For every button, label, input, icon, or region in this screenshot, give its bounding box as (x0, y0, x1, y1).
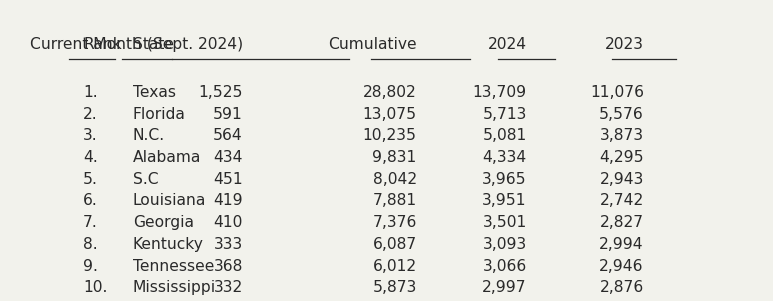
Text: 368: 368 (213, 259, 243, 274)
Text: Current Month (Sept. 2024): Current Month (Sept. 2024) (29, 37, 243, 52)
Text: 2,742: 2,742 (600, 194, 644, 209)
Text: 5,713: 5,713 (482, 107, 526, 122)
Text: 5,873: 5,873 (373, 281, 417, 296)
Text: 3,066: 3,066 (482, 259, 526, 274)
Text: 8.: 8. (83, 237, 97, 252)
Text: 1.: 1. (83, 85, 97, 100)
Text: 333: 333 (213, 237, 243, 252)
Text: 564: 564 (213, 128, 243, 143)
Text: 5,576: 5,576 (599, 107, 644, 122)
Text: 2,946: 2,946 (599, 259, 644, 274)
Text: 2,997: 2,997 (482, 281, 526, 296)
Text: 434: 434 (213, 150, 243, 165)
Text: Texas: Texas (133, 85, 175, 100)
Text: 7,376: 7,376 (373, 215, 417, 230)
Text: 2.: 2. (83, 107, 97, 122)
Text: 4.: 4. (83, 150, 98, 165)
Text: 6,012: 6,012 (373, 259, 417, 274)
Text: Alabama: Alabama (133, 150, 201, 165)
Text: 10.: 10. (83, 281, 107, 296)
Text: 3,093: 3,093 (482, 237, 526, 252)
Text: 3,873: 3,873 (600, 128, 644, 143)
Text: 3,951: 3,951 (482, 194, 526, 209)
Text: 7,881: 7,881 (373, 194, 417, 209)
Text: 2024: 2024 (488, 37, 526, 52)
Text: 2,876: 2,876 (600, 281, 644, 296)
Text: 4,295: 4,295 (599, 150, 644, 165)
Text: 9,831: 9,831 (373, 150, 417, 165)
Text: 10,235: 10,235 (363, 128, 417, 143)
Text: Georgia: Georgia (133, 215, 194, 230)
Text: N.C.: N.C. (133, 128, 165, 143)
Text: 3.: 3. (83, 128, 97, 143)
Text: Florida: Florida (133, 107, 186, 122)
Text: 3,965: 3,965 (482, 172, 526, 187)
Text: 4,334: 4,334 (482, 150, 526, 165)
Text: 2,943: 2,943 (599, 172, 644, 187)
Text: 451: 451 (213, 172, 243, 187)
Text: 2,827: 2,827 (600, 215, 644, 230)
Text: 11,076: 11,076 (590, 85, 644, 100)
Text: Louisiana: Louisiana (133, 194, 206, 209)
Text: 28,802: 28,802 (363, 85, 417, 100)
Text: 6,087: 6,087 (373, 237, 417, 252)
Text: Kentucky: Kentucky (133, 237, 203, 252)
Text: 5,081: 5,081 (482, 128, 526, 143)
Text: 3,501: 3,501 (482, 215, 526, 230)
Text: 410: 410 (213, 215, 243, 230)
Text: 332: 332 (213, 281, 243, 296)
Text: Cumulative: Cumulative (328, 37, 417, 52)
Text: Tennessee: Tennessee (133, 259, 214, 274)
Text: 591: 591 (213, 107, 243, 122)
Text: 13,709: 13,709 (472, 85, 526, 100)
Text: 5.: 5. (83, 172, 98, 187)
Text: 9.: 9. (83, 259, 98, 274)
Text: 1,525: 1,525 (198, 85, 243, 100)
Text: Mississippi: Mississippi (133, 281, 216, 296)
Text: 8,042: 8,042 (373, 172, 417, 187)
Text: 2,994: 2,994 (599, 237, 644, 252)
Text: 7.: 7. (83, 215, 98, 230)
Text: 13,075: 13,075 (363, 107, 417, 122)
Text: Rank: Rank (83, 37, 122, 52)
Text: 6.: 6. (83, 194, 98, 209)
Text: State: State (133, 37, 174, 52)
Text: S.C: S.C (133, 172, 158, 187)
Text: 2023: 2023 (604, 37, 644, 52)
Text: 419: 419 (213, 194, 243, 209)
